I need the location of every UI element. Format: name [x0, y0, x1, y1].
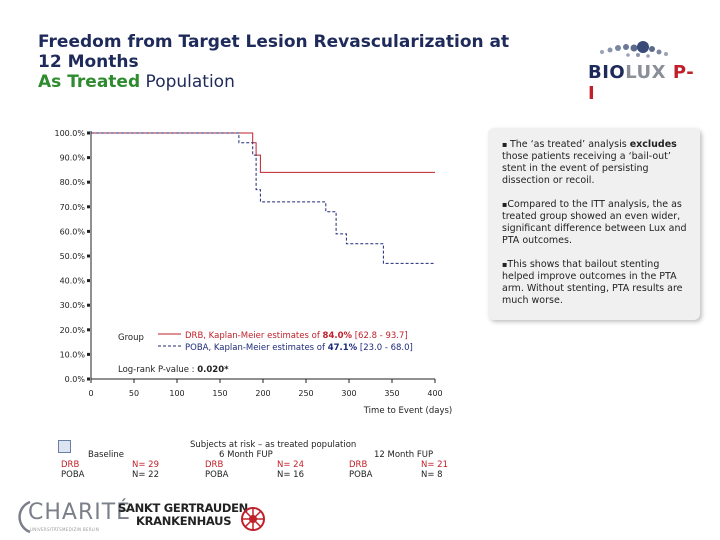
- x-tick-label: 50: [129, 389, 139, 398]
- legend-group-label: Group: [118, 333, 144, 343]
- y-tick-label: 40.0%: [60, 277, 86, 286]
- title-rest: Population: [140, 72, 235, 92]
- risk-6m-label: 6 Month FUP: [219, 450, 273, 460]
- x-tick-label: 0: [88, 389, 93, 398]
- risk-6m-poba-n: N= 16: [277, 470, 304, 480]
- biolux-wordmark: BIOLUX P-I: [588, 62, 695, 104]
- y-tick-mark: [87, 205, 90, 209]
- x-tick-label: 100: [169, 389, 184, 398]
- charite-logo: CHARITÉ UNIVERSITÄTSMEDIZIN BERLIN: [10, 496, 130, 536]
- risk-12m-label: 12 Month FUP: [374, 450, 434, 460]
- chart-axes: 0.0% 10.0% 20.0% 30.0% 40.0% 50.0% 60.0% 70.0% 8…: [54, 129, 442, 398]
- series-line-drb: [91, 132, 435, 173]
- risk-baseline-drb-n: N= 29: [132, 460, 159, 470]
- y-tick-mark: [87, 254, 90, 258]
- hospital-emblem-icon: [241, 507, 265, 531]
- legend-poba-entry: POBA, Kaplan-Meier estimates of 47.1% [2…: [185, 343, 413, 353]
- legend-drb-entry: DRB, Kaplan-Meier estimates of 84.0% [62…: [185, 331, 408, 341]
- note-1: ▪ The ‘as treated’ analysis excludes tho…: [502, 139, 677, 186]
- y-tick-label: 80.0%: [60, 178, 86, 187]
- risk-12m-drb-label: DRB: [349, 460, 368, 470]
- y-tick-mark: [87, 352, 90, 356]
- y-tick-mark: [87, 131, 90, 135]
- note-3: ▪This shows that bailout stenting helped…: [502, 259, 683, 306]
- biolux-logo: BIOLUX P-I: [588, 40, 698, 104]
- y-tick-label: 0.0%: [65, 375, 86, 384]
- risk-baseline-poba-n: N= 22: [132, 470, 159, 480]
- chart-series-layer: [91, 132, 435, 264]
- risk-12m-poba-n: N= 8: [421, 470, 443, 480]
- y-tick-label: 90.0%: [60, 154, 86, 163]
- risk-baseline-drb-label: DRB: [61, 460, 80, 470]
- series-line-poba: [91, 132, 435, 264]
- x-tick-label: 400: [427, 389, 442, 398]
- title-highlight: As Treated: [38, 72, 141, 92]
- risk-6m-poba-label: POBA: [205, 470, 229, 480]
- risk-baseline-poba-label: POBA: [61, 470, 85, 480]
- risk-baseline-label: Baseline: [88, 450, 125, 460]
- title-line-1: Freedom from Target Lesion Revasculariza…: [38, 32, 510, 52]
- risk-box-icon: [58, 440, 71, 453]
- y-tick-mark: [87, 328, 90, 332]
- x-tick-label: 200: [255, 389, 270, 398]
- y-tick-mark: [87, 156, 90, 160]
- chart-legend: Group DRB, Kaplan-Meier estimates of 84.…: [118, 331, 413, 375]
- title-line-3: As Treated Population: [38, 72, 509, 92]
- legend-pvalue: Log-rank P-value : 0.020*: [118, 365, 229, 375]
- x-tick-label: 250: [298, 389, 313, 398]
- y-tick-label: 20.0%: [60, 326, 86, 335]
- y-tick-mark: [87, 279, 90, 283]
- y-tick-label: 10.0%: [60, 350, 86, 359]
- hospital-logo: SANKT GERTRAUDEN KRANKENHAUS: [118, 501, 249, 528]
- x-tick-label: 300: [341, 389, 356, 398]
- risk-12m-poba-label: POBA: [349, 470, 373, 480]
- title-line-2: 12 Months: [38, 52, 139, 72]
- y-tick-mark: [87, 303, 90, 307]
- y-tick-label: 30.0%: [60, 301, 86, 310]
- risk-title: Subjects at risk – as treated population: [190, 440, 357, 450]
- y-tick-mark: [87, 377, 90, 381]
- risk-12m-drb-n: N= 21: [421, 460, 448, 470]
- biolux-dots-icon: [600, 41, 668, 58]
- risk-table: Subjects at risk – as treated population…: [58, 440, 478, 495]
- x-tick-label: 150: [212, 389, 227, 398]
- note-2: ▪Compared to the ITT analysis, the as tr…: [502, 199, 687, 246]
- y-tick-label: 50.0%: [60, 252, 86, 261]
- y-tick-label: 60.0%: [60, 227, 86, 236]
- x-tick-label: 350: [384, 389, 399, 398]
- x-axis-label: Time to Event (days): [363, 406, 453, 416]
- footer-logos: CHARITÉ UNIVERSITÄTSMEDIZIN BERLIN SANKT…: [0, 496, 300, 540]
- y-tick-mark: [87, 229, 90, 233]
- slide-title: Freedom from Target Lesion Revasculariza…: [38, 32, 509, 92]
- y-tick-label: 100.0%: [54, 129, 85, 138]
- risk-6m-drb-n: N= 24: [277, 460, 304, 470]
- risk-6m-drb-label: DRB: [205, 460, 224, 470]
- notes-panel: ▪ The ‘as treated’ analysis excludes tho…: [488, 128, 700, 320]
- y-tick-mark: [87, 180, 90, 184]
- y-tick-label: 70.0%: [60, 203, 86, 212]
- charite-arc-icon: [18, 500, 31, 534]
